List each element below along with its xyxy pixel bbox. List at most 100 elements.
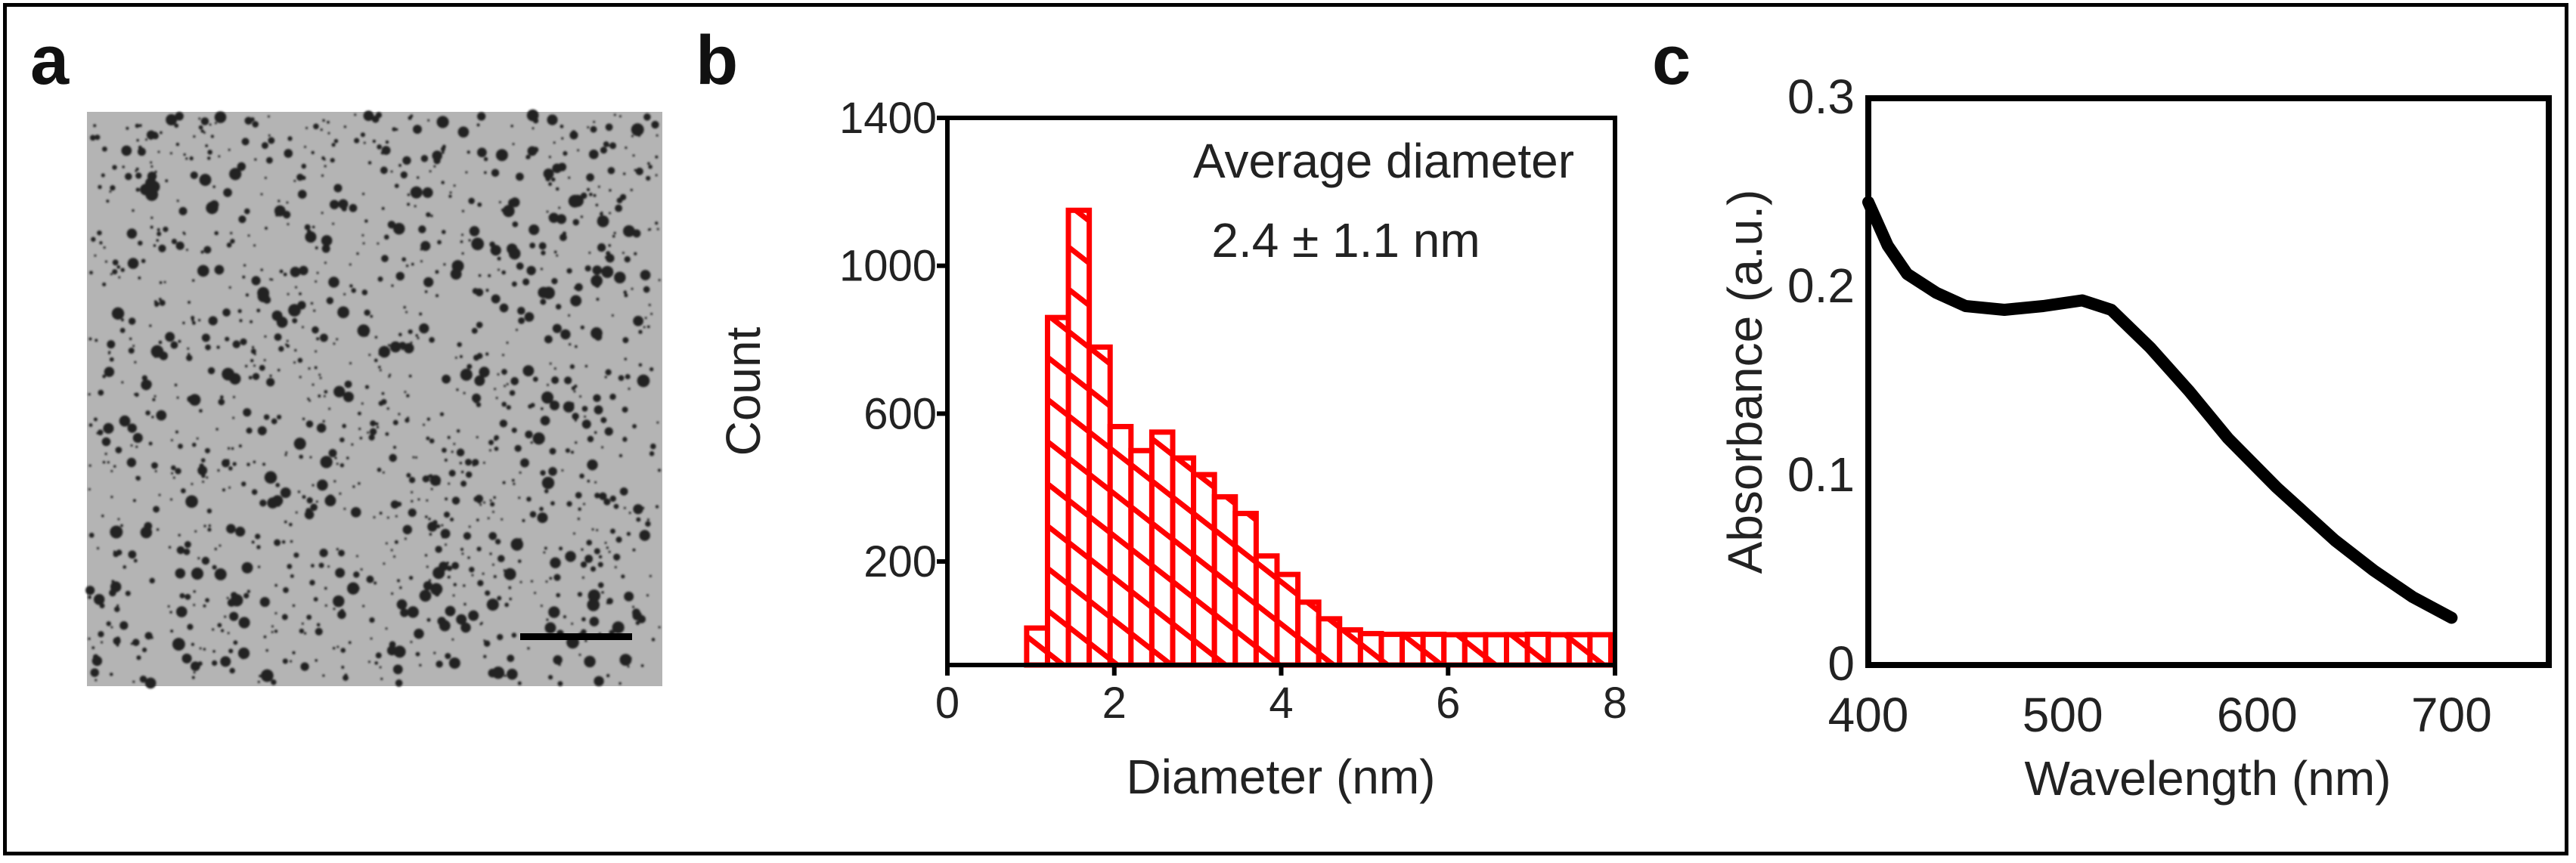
- nanoparticle: [601, 446, 604, 449]
- nanoparticle: [135, 475, 141, 481]
- nanoparticle: [338, 549, 345, 557]
- nanoparticle: [128, 317, 136, 325]
- nanoparticle: [110, 525, 123, 539]
- nanoparticle: [415, 334, 419, 337]
- nanoparticle: [127, 258, 139, 269]
- nanoparticle: [284, 149, 293, 158]
- nanoparticle: [151, 462, 158, 469]
- nanoparticle: [127, 423, 137, 433]
- nanoparticle: [540, 407, 544, 410]
- nanoparticle: [324, 165, 327, 168]
- nanoparticle: [128, 347, 135, 354]
- nanoparticle: [370, 637, 373, 640]
- nanoparticle: [558, 663, 561, 667]
- nanoparticle: [313, 597, 318, 602]
- nanoparticle: [596, 528, 599, 531]
- nanoparticle: [316, 623, 321, 627]
- nanoparticle: [367, 161, 372, 165]
- nanoparticle: [170, 629, 174, 633]
- nanoparticle: [305, 420, 314, 428]
- nanoparticle: [374, 661, 379, 665]
- nanoparticle: [398, 342, 407, 349]
- nanoparticle: [315, 246, 318, 249]
- nanoparticle: [581, 617, 586, 622]
- nanoparticle: [553, 168, 556, 171]
- nanoparticle: [158, 493, 161, 496]
- nanoparticle: [651, 120, 659, 129]
- nanoparticle: [428, 579, 432, 582]
- nanoparticle: [445, 653, 451, 660]
- y-axis-label-b: Count: [716, 326, 770, 456]
- nanoparticle: [343, 292, 346, 295]
- nanoparticle: [417, 336, 420, 339]
- nanoparticle: [476, 435, 479, 439]
- nanoparticle: [389, 641, 396, 648]
- nanoparticle: [187, 395, 194, 403]
- nanoparticle: [372, 139, 377, 144]
- nanoparticle: [327, 131, 330, 135]
- nanoparticle: [104, 367, 115, 377]
- nanoparticle: [372, 431, 376, 435]
- nanoparticle: [197, 318, 201, 322]
- nanoparticle: [101, 146, 107, 152]
- nanoparticle: [655, 505, 659, 509]
- nanoparticle: [88, 487, 91, 490]
- nanoparticle: [633, 504, 643, 515]
- nanoparticle: [485, 352, 489, 356]
- nanoparticle: [590, 566, 597, 572]
- nanoparticle: [632, 608, 640, 617]
- nanoparticle: [339, 437, 345, 443]
- nanoparticle: [151, 416, 154, 419]
- nanoparticle: [250, 320, 253, 323]
- nanoparticle: [429, 438, 435, 444]
- nanoparticle: [385, 432, 389, 436]
- nanoparticle: [148, 441, 153, 446]
- nanoparticle: [428, 517, 431, 521]
- nanoparticle: [201, 556, 210, 565]
- nanoparticle: [482, 461, 485, 464]
- nanoparticle: [472, 459, 479, 466]
- nanoparticle: [501, 354, 505, 357]
- nanoparticle: [329, 200, 339, 209]
- nanoparticle: [609, 142, 617, 150]
- nanoparticle: [638, 329, 643, 334]
- y-tick-label: 0.3: [1787, 70, 1855, 124]
- nanoparticle: [606, 253, 615, 263]
- nanoparticle: [545, 580, 548, 583]
- nanoparticle: [646, 325, 650, 329]
- nanoparticle: [478, 274, 482, 277]
- nanoparticle: [493, 437, 498, 441]
- histogram-bar: [1128, 447, 1155, 668]
- nanoparticle: [604, 376, 607, 379]
- nanoparticle: [441, 524, 444, 527]
- nanoparticle: [232, 416, 235, 419]
- nanoparticle: [308, 367, 311, 370]
- nanoparticle: [363, 331, 369, 337]
- nanoparticle: [98, 660, 102, 663]
- nanoparticle: [573, 390, 576, 393]
- nanoparticle: [540, 268, 543, 271]
- nanoparticle: [228, 148, 231, 151]
- nanoparticle: [511, 478, 515, 482]
- nanoparticle: [109, 357, 114, 362]
- nanoparticle: [411, 490, 414, 493]
- nanoparticle: [107, 461, 110, 464]
- nanoparticle: [381, 255, 389, 262]
- nanoparticle: [237, 162, 246, 172]
- nanoparticle: [532, 432, 545, 445]
- nanoparticle: [324, 586, 327, 590]
- nanoparticle: [328, 407, 331, 410]
- nanoparticle: [640, 663, 644, 667]
- nanoparticle: [283, 587, 289, 593]
- nanoparticle: [261, 142, 268, 150]
- nanoparticle: [132, 639, 140, 646]
- nanoparticle: [406, 472, 411, 478]
- nanoparticle: [498, 201, 501, 204]
- nanoparticle: [548, 156, 551, 159]
- nanoparticle: [175, 606, 188, 617]
- nanoparticle: [295, 511, 298, 514]
- nanoparticle: [445, 605, 456, 617]
- nanoparticle: [174, 383, 178, 387]
- nanoparticle: [121, 145, 132, 156]
- nanoparticle: [468, 525, 471, 528]
